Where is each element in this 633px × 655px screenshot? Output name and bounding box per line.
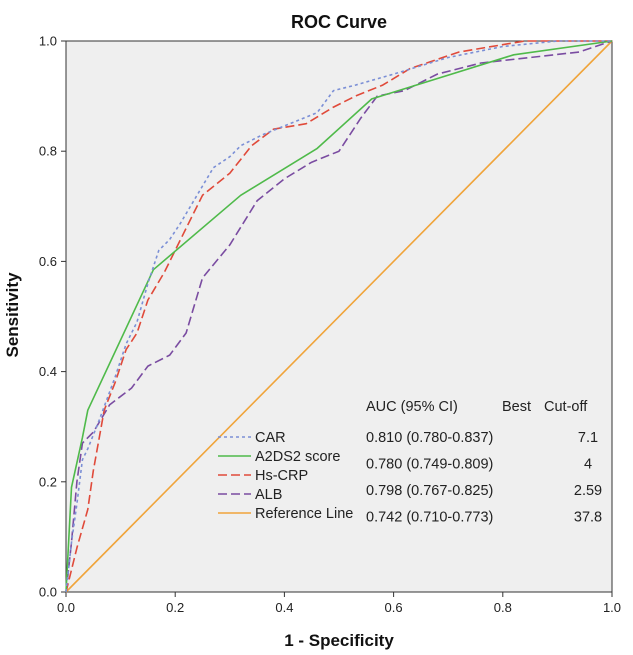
y-tick-label: 1.0 (39, 34, 57, 49)
x-tick-label: 0.4 (275, 600, 293, 615)
x-axis-label: 1 - Specificity (284, 631, 394, 650)
y-axis-label: Sensitivity (3, 272, 22, 358)
table-auc-value: 0.810 (0.780-0.837) (366, 430, 493, 446)
table-cutoff-value: 2.59 (574, 483, 602, 499)
x-tick-label: 1.0 (603, 600, 621, 615)
x-tick-label: 0.2 (166, 600, 184, 615)
table-header-auc: AUC (95% CI) (366, 399, 458, 415)
y-tick-label: 0.2 (39, 474, 57, 489)
table-header-best: Best (502, 399, 531, 415)
table-cutoff-value: 37.8 (574, 510, 602, 526)
y-tick-label: 0.8 (39, 144, 57, 159)
x-tick-label: 0.6 (385, 600, 403, 615)
y-tick-label: 0.4 (39, 364, 57, 379)
table-cutoff-value: 7.1 (578, 430, 598, 446)
chart-title: ROC Curve (291, 12, 387, 32)
table-auc-value: 0.742 (0.710-0.773) (366, 510, 493, 526)
y-tick-label: 0.6 (39, 254, 57, 269)
series-line-a2ds2-score (65, 40, 613, 593)
series-line-hs-crp (65, 40, 612, 593)
table-header-cutoff: Cut-off (544, 399, 588, 415)
legend-label: Hs-CRP (255, 468, 308, 484)
series-lines (65, 40, 613, 593)
legend: CAR A2DS2 score Hs-CRP ALB Reference Line (218, 430, 353, 522)
x-tick-label: 0.8 (494, 600, 512, 615)
legend-label: Reference Line (255, 506, 353, 522)
legend-label: ALB (255, 487, 282, 503)
table-cutoff-value: 4 (584, 457, 592, 473)
series-line-reference-line (65, 40, 613, 593)
legend-label: A2DS2 score (255, 449, 340, 465)
auc-table: AUC (95% CI) Best Cut-off 0.810 (0.780-0.83… (366, 399, 602, 526)
table-auc-value: 0.780 (0.749-0.809) (366, 457, 493, 473)
x-tick-label: 0.0 (57, 600, 75, 615)
y-tick-label: 0.0 (39, 585, 57, 600)
axes: 0.0 0.2 0.4 0.6 0.8 1.0 0.0 0.2 0.4 0.6 0.8 1.0 (39, 34, 621, 616)
table-auc-value: 0.798 (0.767-0.825) (366, 483, 493, 499)
legend-label: CAR (255, 430, 286, 446)
series-line-alb (65, 40, 613, 593)
